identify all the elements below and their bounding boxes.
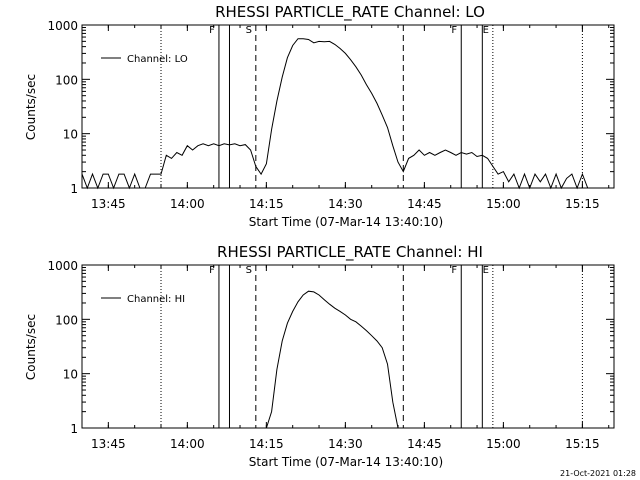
hi-x-tick-label: 15:00 <box>486 437 521 451</box>
lo-x-tick-label: 15:15 <box>565 197 600 211</box>
hi-plot-frame <box>81 264 615 429</box>
hi-y-tick-label: 1 <box>70 422 78 436</box>
hi-chart-title: RHESSI PARTICLE_RATE Channel: HI <box>217 243 483 262</box>
hi-y-tick-label: 100 <box>55 313 78 327</box>
hi-x-tick-label: 14:30 <box>328 437 363 451</box>
lo-y-tick-label: 1000 <box>47 19 78 33</box>
lo-y-tick-label: 1 <box>70 182 78 196</box>
lo-y-tick-label: 100 <box>55 73 78 87</box>
lo-event-marker-label: S <box>246 25 252 36</box>
hi-channel-panel: RHESSI PARTICLE_RATE Channel: HI 13:45 14… <box>24 243 615 469</box>
footer-timestamp: 21-Oct-2021 01:28 <box>560 469 636 478</box>
hi-event-marker-label: F <box>451 265 457 276</box>
hi-y-tick-label: 1000 <box>47 259 78 273</box>
lo-x-tick-label: 14:45 <box>407 197 442 211</box>
lo-ticks-group: 13:45 14:00 14:15 14:30 14:45 15:00 15:15 1 10 10… <box>47 19 614 211</box>
hi-y-axis-label: Counts/sec <box>24 314 38 380</box>
lo-series-group <box>81 38 614 190</box>
lo-legend: Channel: LO <box>101 54 188 65</box>
lo-event-marker-label: F <box>451 25 457 36</box>
hi-event-marker-label: F <box>209 265 215 276</box>
lo-plot-frame <box>81 24 615 189</box>
lo-channel-panel: RHESSI PARTICLE_RATE Channel: LO 13:45 14… <box>24 3 615 229</box>
hi-x-tick-label: 13:45 <box>91 437 126 451</box>
lo-x-axis-label: Start Time (07-Mar-14 13:40:10) <box>249 215 443 229</box>
lo-event-marker-label: E <box>483 25 489 36</box>
hi-legend-label: Channel: HI <box>127 294 185 305</box>
lo-chart-title: RHESSI PARTICLE_RATE Channel: LO <box>215 3 485 22</box>
lo-y-tick-label: 10 <box>63 128 78 142</box>
hi-x-tick-label: 14:00 <box>170 437 205 451</box>
hi-x-tick-label: 14:45 <box>407 437 442 451</box>
hi-series-group <box>265 290 399 429</box>
lo-x-tick-label: 14:15 <box>249 197 284 211</box>
lo-x-tick-label: 14:30 <box>328 197 363 211</box>
hi-event-marker-label: S <box>246 265 252 276</box>
lo-x-tick-label: 13:45 <box>91 197 126 211</box>
hi-ticks-group: 13:45 14:00 14:15 14:30 14:45 15:00 15:15 1 10 10… <box>47 259 614 451</box>
lo-y-axis-label: Counts/sec <box>24 74 38 140</box>
lo-x-tick-label: 14:00 <box>170 197 205 211</box>
hi-x-tick-label: 14:15 <box>249 437 284 451</box>
hi-y-tick-label: 10 <box>63 368 78 382</box>
lo-legend-label: Channel: LO <box>127 54 188 65</box>
hi-series-line <box>265 290 399 429</box>
hi-x-tick-label: 15:15 <box>565 437 600 451</box>
lo-x-tick-label: 15:00 <box>486 197 521 211</box>
hi-event-marker-label: E <box>483 265 489 276</box>
lo-event-marker-label: F <box>209 25 215 36</box>
lo-series-line <box>81 38 614 190</box>
hi-legend: Channel: HI <box>101 294 185 305</box>
hi-x-axis-label: Start Time (07-Mar-14 13:40:10) <box>249 455 443 469</box>
